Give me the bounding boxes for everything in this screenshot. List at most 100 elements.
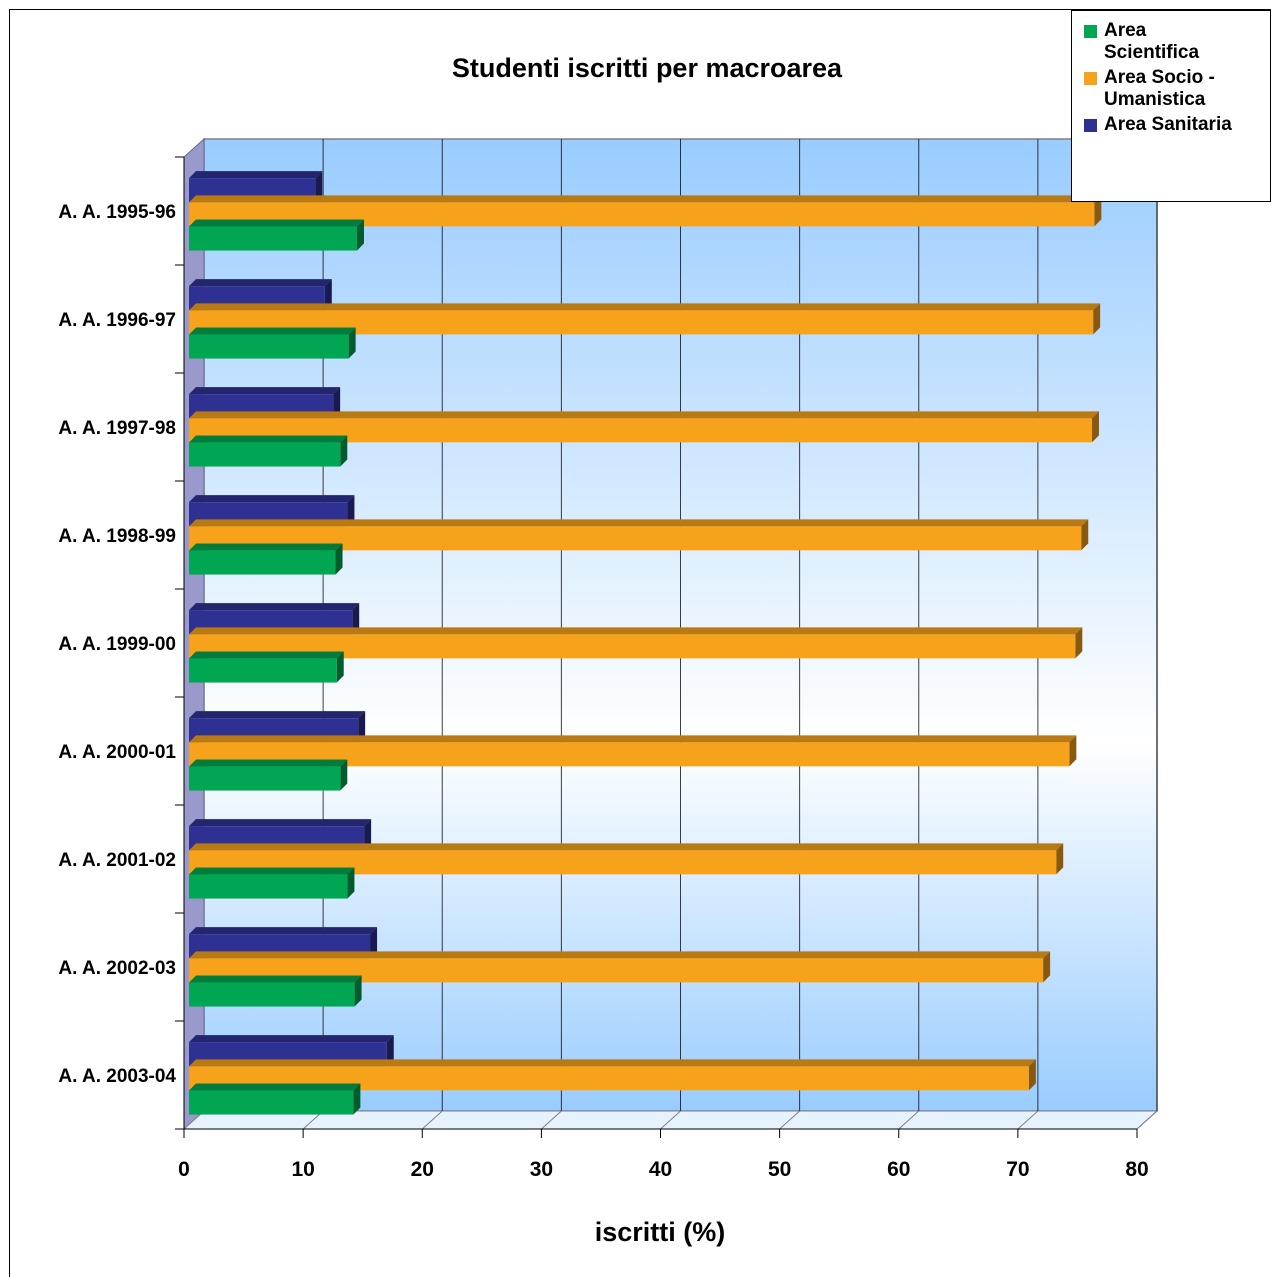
legend-item-area-scientifica: Area Scientifica [1084, 20, 1270, 64]
category-label: A. A. 2003-04 [58, 1066, 176, 1087]
bar-end-area-sanitaria [324, 279, 332, 311]
bar-end-area-sanitaria [386, 1035, 394, 1067]
bar-top-area-socio-umanistica [189, 627, 1083, 635]
bar-end-area-socio-umanistica [1069, 735, 1077, 767]
x-tick-label: 30 [530, 1158, 553, 1181]
legend-label: Area Sanitaria [1104, 114, 1232, 135]
bar-top-area-scientifica [189, 651, 344, 659]
bar-end-area-socio-umanistica [1028, 1059, 1036, 1091]
bar-top-area-sanitaria [189, 279, 332, 287]
bar-end-area-sanitaria [364, 819, 372, 851]
x-tick-label: 0 [178, 1158, 190, 1181]
bar-end-area-sanitaria [347, 495, 355, 527]
bar-end-area-sanitaria [333, 387, 341, 419]
legend-item-area-sanitaria: Area Sanitaria [1084, 114, 1270, 136]
legend-label: Umanistica [1104, 89, 1206, 110]
bar-top-area-scientifica [189, 543, 343, 551]
chart-title: Studenti iscritti per macroarea [452, 53, 843, 83]
bar-top-area-socio-umanistica [189, 519, 1089, 527]
floor-line-x-40 [660, 1110, 681, 1130]
legend-item-area-socio-umanistica: Area Socio - Umanistica [1084, 67, 1270, 111]
x-tick-label: 20 [411, 1158, 434, 1181]
category-label: A. A. 2001-02 [58, 850, 176, 871]
legend-label: Area Socio - [1104, 67, 1215, 88]
bar-top-area-socio-umanistica [189, 411, 1099, 419]
bar-top-area-scientifica [189, 435, 348, 443]
bar-top-area-socio-umanistica [189, 735, 1077, 743]
x-tick-label: 60 [887, 1158, 910, 1181]
bar-end-area-socio-umanistica [1056, 843, 1064, 875]
legend: Area Scientifica Area Socio - Umanistica… [1071, 10, 1271, 202]
bar-top-area-socio-umanistica [189, 303, 1101, 311]
x-tick-label: 70 [1006, 1158, 1029, 1181]
bar-end-area-scientifica [347, 867, 355, 899]
category-label: A. A. 1997-98 [58, 418, 176, 439]
category-label: A. A. 1996-97 [58, 310, 176, 331]
bar-area-scientifica [189, 1090, 354, 1115]
bar-top-area-sanitaria [189, 711, 366, 719]
legend-swatch-area-scientifica [1084, 25, 1097, 38]
bar-end-area-socio-umanistica [1081, 519, 1089, 551]
bar-top-area-scientifica [189, 327, 356, 335]
bar-end-area-scientifica [340, 759, 348, 791]
bar-top-area-socio-umanistica [189, 1059, 1036, 1067]
floor-line-x-30 [541, 1110, 562, 1130]
bar-end-area-socio-umanistica [1043, 951, 1051, 983]
floor-line-x-70 [1017, 1110, 1039, 1130]
bar-top-area-sanitaria [189, 387, 341, 395]
bar-end-area-sanitaria [358, 711, 366, 743]
bar-top-area-scientifica [189, 219, 364, 227]
bar-end-area-sanitaria [370, 927, 378, 959]
x-axis-label: iscritti (%) [595, 1217, 726, 1247]
category-label: A. A. 1998-99 [58, 526, 176, 547]
x-tick-label: 10 [291, 1158, 314, 1181]
legend-label: Scientifica [1104, 42, 1200, 63]
bar-end-area-sanitaria [315, 171, 323, 203]
bar-area-scientifica [189, 766, 341, 791]
bar-area-scientifica [189, 334, 349, 359]
legend-swatch-area-sanitaria [1084, 119, 1097, 132]
x-tick-label: 40 [649, 1158, 672, 1181]
bar-top-area-sanitaria [189, 603, 360, 611]
bar-top-area-socio-umanistica [189, 195, 1102, 203]
bar-top-area-socio-umanistica [189, 843, 1064, 851]
bar-area-scientifica [189, 658, 337, 683]
bar-top-area-sanitaria [189, 927, 378, 935]
bar-top-area-sanitaria [189, 819, 372, 827]
floor-line-x-50 [779, 1110, 800, 1130]
bar-end-area-scientifica [340, 435, 348, 467]
bar-end-area-socio-umanistica [1094, 195, 1102, 227]
bar-end-area-scientifica [356, 219, 364, 251]
bar-end-area-scientifica [354, 975, 362, 1007]
bar-end-area-scientifica [353, 1083, 361, 1115]
bar-top-area-socio-umanistica [189, 951, 1051, 959]
legend-label: Area [1104, 20, 1147, 41]
bar-top-area-scientifica [189, 759, 348, 767]
bar-end-area-scientifica [336, 651, 344, 683]
bar-end-area-socio-umanistica [1075, 627, 1083, 659]
x-tick-label: 80 [1125, 1158, 1148, 1181]
floor-line-x-80 [1136, 1110, 1158, 1130]
legend-swatch-area-socio-umanistica [1084, 72, 1097, 85]
floor-line-x-20 [421, 1110, 443, 1130]
category-label: A. A. 1995-96 [58, 202, 176, 223]
bar-area-scientifica [189, 874, 348, 899]
x-tick-label: 50 [768, 1158, 791, 1181]
bar-area-scientifica [189, 226, 357, 251]
category-label: A. A. 2002-03 [58, 958, 176, 979]
bar-end-area-scientifica [348, 327, 356, 359]
bar-top-area-scientifica [189, 867, 355, 875]
floor-line-x-60 [898, 1110, 920, 1130]
bar-top-area-sanitaria [189, 1035, 394, 1043]
bar-top-area-scientifica [189, 975, 362, 983]
bar-top-area-sanitaria [189, 171, 323, 179]
bar-area-scientifica [189, 982, 355, 1007]
bar-area-scientifica [189, 442, 341, 467]
category-label: A. A. 2000-01 [58, 742, 176, 763]
bar-top-area-sanitaria [189, 495, 355, 503]
bar-end-area-scientifica [335, 543, 343, 575]
bar-end-area-socio-umanistica [1091, 411, 1099, 443]
bar-end-area-sanitaria [352, 603, 360, 635]
bar-area-scientifica [189, 550, 336, 575]
